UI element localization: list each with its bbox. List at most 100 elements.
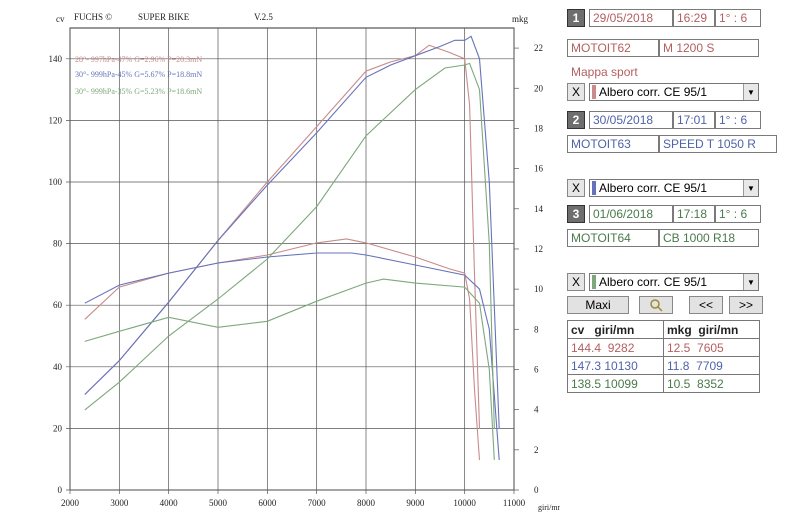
x-tick-label: 10000 <box>453 498 476 508</box>
run-3-info: MOTOIT64 CB 1000 R18 <box>567 228 759 248</box>
y-axis-label: cv <box>56 14 65 24</box>
magnifier-icon <box>650 299 663 312</box>
chevron-down-icon[interactable]: ▼ <box>743 180 758 196</box>
results-mkg-cell: 11.8 7709 <box>663 356 760 375</box>
y2-tick-label: 12 <box>534 244 543 254</box>
chevron-down-icon[interactable]: ▼ <box>743 84 758 100</box>
y2-tick-label: 18 <box>534 123 544 133</box>
run-3-color-swatch <box>592 275 596 289</box>
y-tick-label: 80 <box>53 239 63 249</box>
run-3-model: CB 1000 R18 <box>659 229 759 247</box>
run-2-info: MOTOIT63 SPEED T 1050 R <box>567 134 777 154</box>
run-3-ratio: 1° : 6 <box>715 205 761 223</box>
results-header-row: cv giri/mn mkg giri/mn <box>567 320 760 339</box>
x-tick-label: 8000 <box>357 498 376 508</box>
run-3-shaft-select[interactable]: Albero corr. CE 95/1 ▼ <box>589 273 759 291</box>
run-1-shaft-select[interactable]: Albero corr. CE 95/1 ▼ <box>589 83 759 101</box>
y2-tick-label: 10 <box>534 284 544 294</box>
y2-tick-label: 14 <box>534 204 544 214</box>
maxi-button[interactable]: Maxi <box>567 296 629 314</box>
x-tick-label: 3000 <box>110 498 129 508</box>
y2-tick-label: 8 <box>534 324 539 334</box>
run-3-remove-button[interactable]: X <box>567 273 585 291</box>
run-1-map: Mappa sport <box>571 62 638 82</box>
mode-label: SUPER BIKE <box>138 12 190 22</box>
power-curve-run-2 <box>84 35 500 429</box>
y2-tick-label: 20 <box>534 83 544 93</box>
y2-tick-label: 2 <box>534 445 539 455</box>
run-2-model: SPEED T 1050 R <box>659 135 777 153</box>
x-tick-label: 11000 <box>503 498 526 508</box>
y2-tick-label: 22 <box>534 43 543 53</box>
version-label: V.2.5 <box>254 12 273 22</box>
run-1-model: M 1200 S <box>659 39 759 57</box>
next-button[interactable]: >> <box>729 296 763 314</box>
run-2-shaft-value: Albero corr. CE 95/1 <box>599 181 708 195</box>
run-2-shaft-row: X Albero corr. CE 95/1 ▼ <box>567 178 759 198</box>
legend-entry-3: 30°- 999hPa-35% G=5.23% P=18.6mN <box>75 87 202 96</box>
run-2-time: 17:01 <box>673 111 715 129</box>
y-tick-label: 20 <box>53 423 63 433</box>
chevron-down-icon[interactable]: ▼ <box>743 274 758 290</box>
results-cv-cell: 144.4 9282 <box>567 338 664 357</box>
run-3-time: 17:18 <box>673 205 715 223</box>
run-3-number[interactable]: 3 <box>567 205 585 223</box>
print-button[interactable] <box>639 296 673 314</box>
y2-axis-label: mkg <box>512 14 529 24</box>
run-3-date: 01/06/2018 <box>589 205 673 223</box>
run-3-shaft-value: Albero corr. CE 95/1 <box>599 275 708 289</box>
x-tick-label: 9000 <box>406 498 425 508</box>
run-3-header: 3 01/06/2018 17:18 1° : 6 <box>567 204 761 224</box>
chart-labels: 20 0 0 3000 4000 5000 6000 7000 8000 9000 10000 110… <box>49 43 544 508</box>
results-mkg-cell: 12.5 7605 <box>663 338 760 357</box>
y2-tick-label: 0 <box>534 485 539 495</box>
run-2-remove-button[interactable]: X <box>567 179 585 197</box>
chart-series <box>84 35 500 460</box>
x-tick-label: 5000 <box>209 498 228 508</box>
run-1-ratio: 1° : 6 <box>715 9 761 27</box>
y2-tick-label: 6 <box>534 364 539 374</box>
run-1-map-label: Mappa sport <box>571 65 638 79</box>
run-3-shaft-row: X Albero corr. CE 95/1 ▼ <box>567 272 759 292</box>
table-row: 138.5 10099 10.5 8352 <box>567 374 760 393</box>
power-curve-run-3 <box>84 62 495 429</box>
torque-curve-run-2 <box>84 252 500 460</box>
run-1-date: 29/05/2018 <box>589 9 673 27</box>
run-1-time: 16:29 <box>673 9 715 27</box>
y-tick-label: 120 <box>49 115 63 125</box>
legend-entry-2: 30°- 999hPa-45% G=5.67% P=18.8mN <box>75 70 202 79</box>
run-1-remove-button[interactable]: X <box>567 83 585 101</box>
run-2-shaft-select[interactable]: Albero corr. CE 95/1 ▼ <box>589 179 759 197</box>
results-header-cv: cv giri/mn <box>567 320 664 339</box>
x-tick-label: 4000 <box>160 498 179 508</box>
dyno-chart: 20 0 0 3000 4000 5000 6000 7000 8000 9000 10000 110… <box>49 12 561 512</box>
results-cv-cell: 147.3 10130 <box>567 356 664 375</box>
y-tick-label: 0 <box>58 485 63 495</box>
results-header-mkg: mkg giri/mn <box>663 320 760 339</box>
torque-curve-run-3 <box>84 278 495 460</box>
y-tick-label: 40 <box>53 362 63 372</box>
y-tick-label: 140 <box>49 54 63 64</box>
x-axis-label: giri/mn <box>538 503 560 512</box>
prev-button[interactable]: << <box>689 296 723 314</box>
run-1-color-swatch <box>592 85 596 99</box>
brand-label: FUCHS © <box>74 12 112 22</box>
run-1-shaft-value: Albero corr. CE 95/1 <box>599 85 708 99</box>
run-panel: 1 29/05/2018 16:29 1° : 6 MOTOIT62 M 120… <box>563 8 780 518</box>
x-tick-label: 7000 <box>308 498 327 508</box>
run-2-color-swatch <box>592 181 596 195</box>
run-1-info: MOTOIT62 M 1200 S <box>567 38 759 58</box>
y2-tick-label: 4 <box>534 405 539 415</box>
table-row: 144.4 9282 12.5 7605 <box>567 338 760 357</box>
run-1-shaft-row: X Albero corr. CE 95/1 ▼ <box>567 82 759 102</box>
y2-tick-label: 16 <box>534 164 544 174</box>
run-1-number[interactable]: 1 <box>567 9 585 27</box>
y-tick-label: 60 <box>53 300 63 310</box>
run-2-number[interactable]: 2 <box>567 111 585 129</box>
run-3-id: MOTOIT64 <box>567 229 659 247</box>
power-curve-run-1 <box>84 44 481 429</box>
run-2-date: 30/05/2018 <box>589 111 673 129</box>
plot-frame <box>69 27 515 491</box>
x-tick-label: 6000 <box>258 498 277 508</box>
y-tick-label: 100 <box>49 177 63 187</box>
